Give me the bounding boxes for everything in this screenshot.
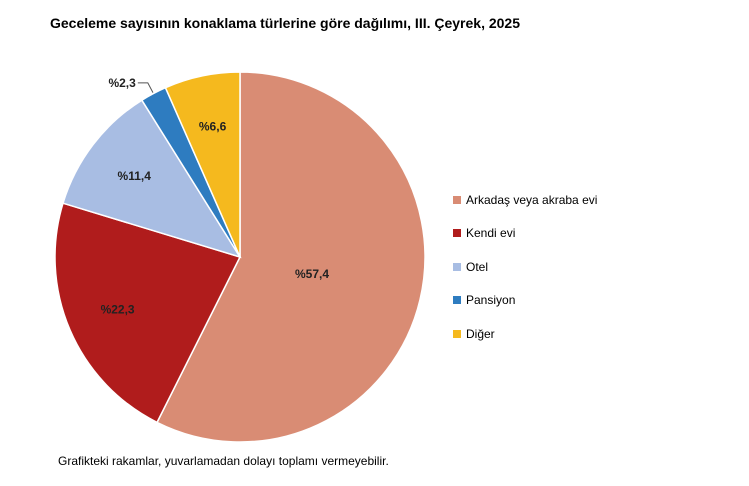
- legend-item-kendi-evi: Kendi evi: [453, 217, 597, 251]
- slice-label-pansiyon: %2,3: [108, 76, 136, 90]
- legend-swatch: [453, 329, 461, 338]
- pie-slice-kendi-evi: [54, 202, 242, 424]
- pie-slices: [54, 71, 426, 443]
- legend-label: Pansiyon: [466, 293, 516, 308]
- pie-labels: %57,4 %22,3 %11,4 %2,3 %6,6: [101, 76, 330, 317]
- footnote: Grafikteki rakamlar, yuvarlamadan dolayı…: [58, 454, 389, 468]
- legend-swatch: [453, 262, 461, 271]
- legend-item-pansiyon: Pansiyon: [453, 284, 597, 318]
- slice-label-arkadas-veya-akraba-evi: %57,4: [295, 267, 329, 281]
- legend-item-arkadas: Arkadaş veya akraba evi: [453, 183, 597, 217]
- legend-label: Otel: [466, 259, 489, 274]
- legend-swatch: [453, 296, 461, 305]
- legend-item-diger: Diğer: [453, 317, 597, 351]
- legend-swatch: [453, 229, 461, 238]
- leader-line-pansiyon: [137, 82, 154, 93]
- pie-slice-arkadas-veya-akraba-evi: [156, 71, 426, 443]
- chart-legend: Arkadaş veya akraba evi Kendi evi Otel P…: [453, 183, 597, 351]
- legend-swatch: [453, 195, 461, 204]
- pie-slice-diger: [164, 71, 241, 258]
- legend-label: Arkadaş veya akraba evi: [466, 192, 598, 207]
- slice-label-otel: %11,4: [118, 169, 152, 183]
- legend-item-otel: Otel: [453, 250, 597, 284]
- pie-slice-otel: [62, 99, 242, 259]
- legend-label: Kendi evi: [466, 226, 516, 241]
- chart-title: Geceleme sayısının konaklama türlerine g…: [50, 15, 520, 31]
- legend-label: Diğer: [466, 326, 495, 341]
- slice-label-kendi-evi: %22,3: [101, 303, 135, 317]
- slice-label-diger: %6,6: [199, 120, 227, 134]
